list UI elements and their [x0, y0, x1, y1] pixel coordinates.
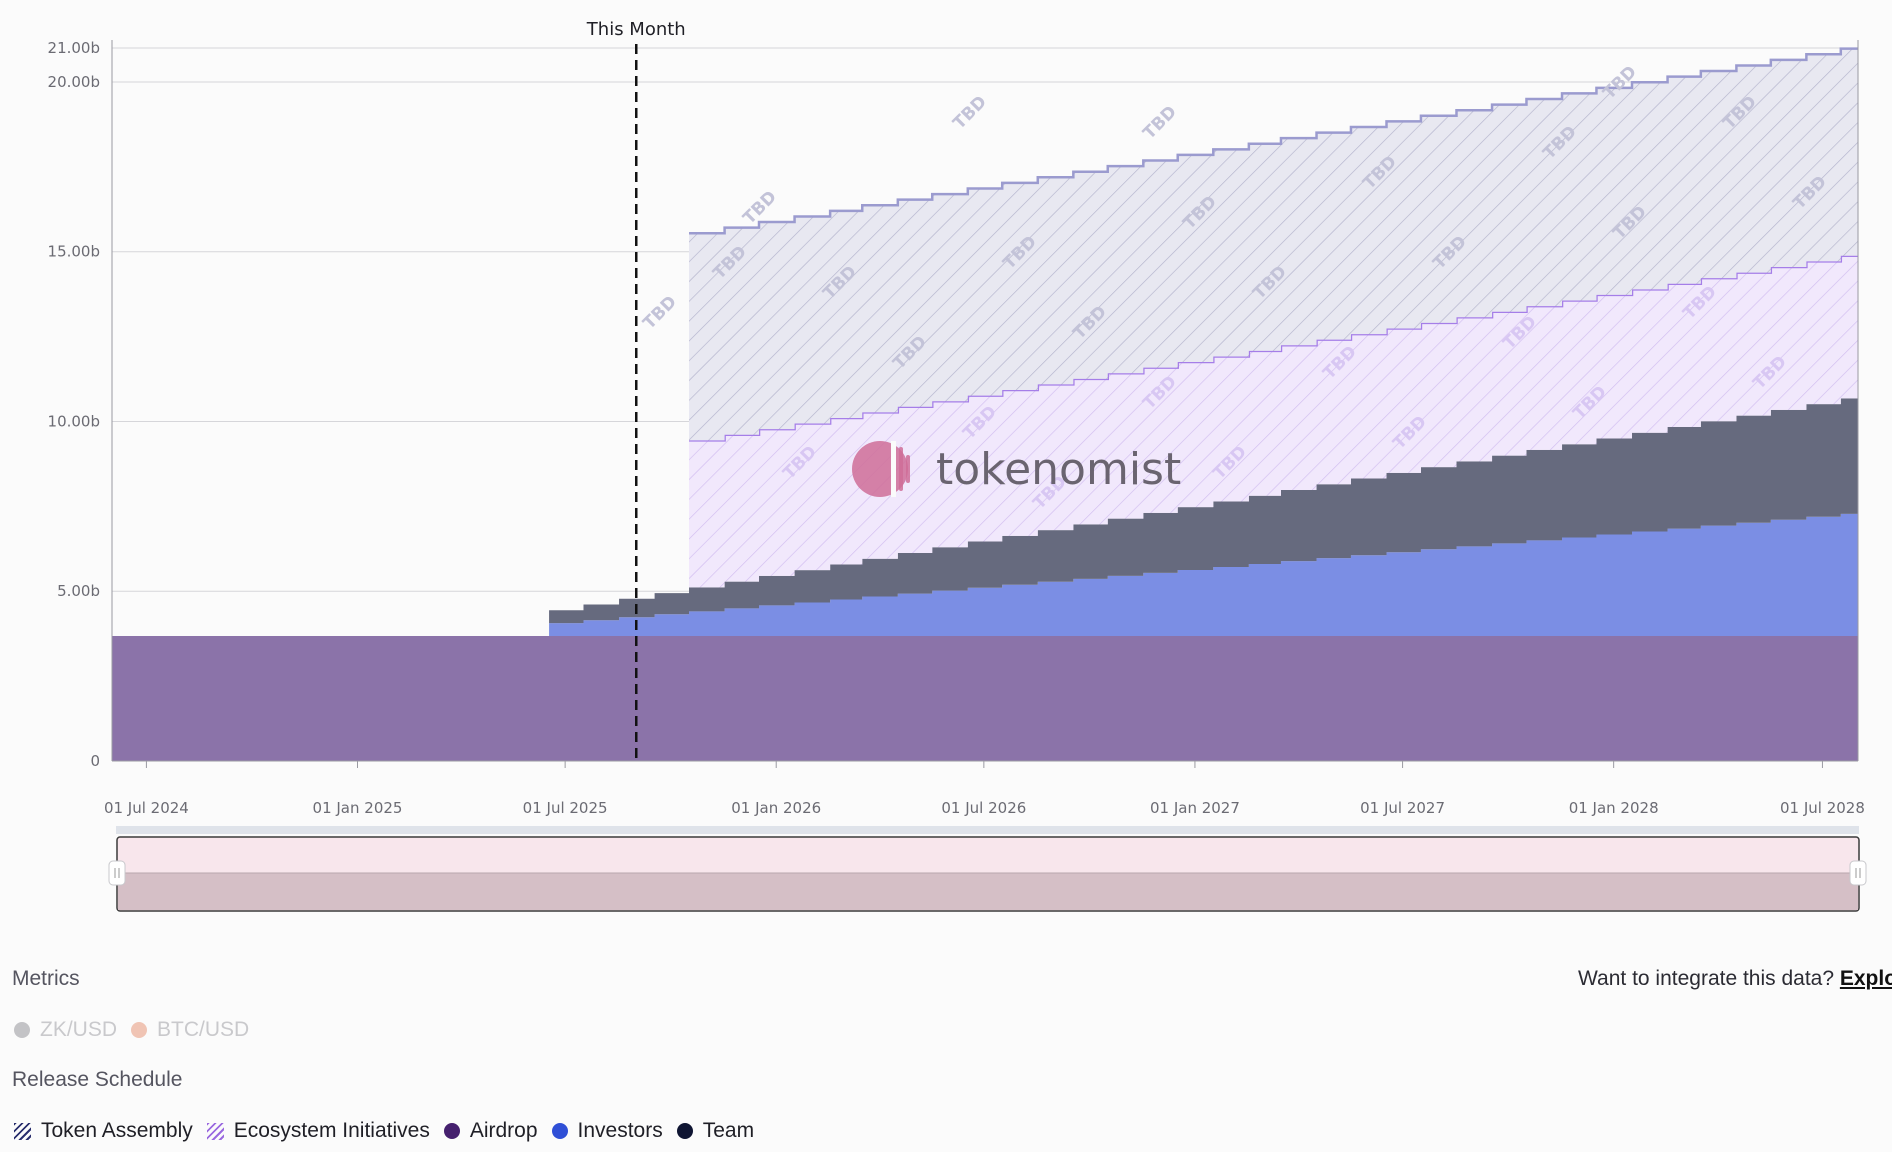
legend-label: Team [702, 1119, 755, 1142]
team-dot-icon [676, 1123, 693, 1139]
y-tick-label: 10.00b [48, 412, 100, 430]
logo-bar [906, 455, 910, 483]
legend-item-airdrop[interactable]: Airdrop [443, 1119, 538, 1143]
metrics-title: Metrics [12, 967, 80, 990]
x-tick-label: 01 Jan 2026 [731, 799, 821, 817]
navigator-left-handle[interactable] [108, 860, 126, 886]
y-tick-label: 15.00b [48, 243, 100, 261]
tokenomist-watermark: tokenomist [852, 441, 1181, 497]
area-token-assembly [689, 48, 1858, 441]
y-tick-label: 21.00b [48, 39, 100, 57]
tbd-label: TBD [639, 292, 680, 333]
release-schedule-legend: Token Assembly Ecosystem Initiatives Air… [14, 1119, 768, 1143]
legend-item-btc-usd[interactable]: BTC/USD [131, 1018, 249, 1042]
legend-item-team[interactable]: Team [676, 1119, 755, 1143]
range-navigator[interactable] [108, 826, 1867, 912]
zk-usd-dot-icon [14, 1022, 30, 1038]
investors-dot-icon [551, 1123, 568, 1139]
logo-bar [899, 447, 903, 491]
legend-label: ZK/USD [40, 1018, 118, 1041]
logo-cut [891, 441, 896, 497]
integrate-text: Want to integrate this data? [1578, 967, 1840, 990]
legend-label: Token Assembly [41, 1119, 193, 1142]
tbd-label: TBD [1139, 102, 1180, 143]
explore-link[interactable]: Explore [1839, 967, 1892, 990]
x-tick-label: 01 Jan 2025 [313, 799, 403, 817]
legend-item-token-assembly[interactable]: Token Assembly [14, 1119, 193, 1143]
area-airdrop [112, 636, 1858, 761]
navigator-right-handle[interactable] [1849, 860, 1867, 886]
legend-label: BTC/USD [157, 1018, 250, 1041]
btc-usd-dot-icon [131, 1022, 148, 1038]
x-tick-label: 01 Jul 2028 [1780, 799, 1865, 817]
tbd-label: TBD [949, 92, 990, 133]
legend-item-zk-usd[interactable]: ZK/USD [14, 1018, 117, 1042]
ecosystem-initiatives-hatch-icon [206, 1122, 224, 1140]
navigator-series-preview [118, 873, 1858, 910]
this-month-marker: This Month [586, 19, 686, 761]
x-tick-label: 01 Jul 2027 [1360, 799, 1445, 817]
airdrop-dot-icon [443, 1123, 460, 1139]
x-tick-label: 01 Jul 2024 [104, 799, 189, 817]
watermark-text: tokenomist [936, 444, 1181, 495]
y-tick-label: 5.00b [57, 582, 100, 600]
legend-item-ecosystem-initiatives[interactable]: Ecosystem Initiatives [206, 1119, 430, 1143]
legend-label: Investors [577, 1119, 663, 1142]
line-token-assembly [689, 47, 1858, 235]
area-ecosystem-initiatives [689, 255, 1858, 588]
axes: 0 5.00b 10.00b 15.00b 20.00b 21.00b 01 Jul 202… [48, 39, 1865, 817]
legend-item-investors[interactable]: Investors [551, 1119, 663, 1143]
this-month-label: This Month [586, 19, 686, 40]
x-tick-label: 01 Jul 2026 [941, 799, 1026, 817]
legend-label: Ecosystem Initiatives [233, 1119, 430, 1142]
metrics-legend: ZK/USD BTC/USD [14, 1018, 263, 1042]
x-tick-label: 01 Jan 2028 [1569, 799, 1659, 817]
y-tick-label: 20.00b [48, 73, 100, 91]
integrate-prompt: Want to integrate this data? Explore [1578, 967, 1892, 991]
x-tick-label: 01 Jan 2027 [1150, 799, 1240, 817]
area-team [549, 398, 1858, 624]
token-assembly-hatch-icon [14, 1122, 31, 1140]
x-tick-label: 01 Jul 2025 [523, 799, 608, 817]
legend-label: Airdrop [469, 1119, 538, 1142]
area-investors [549, 513, 1858, 637]
release-schedule-title: Release Schedule [12, 1068, 183, 1091]
navigator-scrollbar [116, 826, 1859, 834]
y-tick-label: 0 [90, 752, 100, 770]
